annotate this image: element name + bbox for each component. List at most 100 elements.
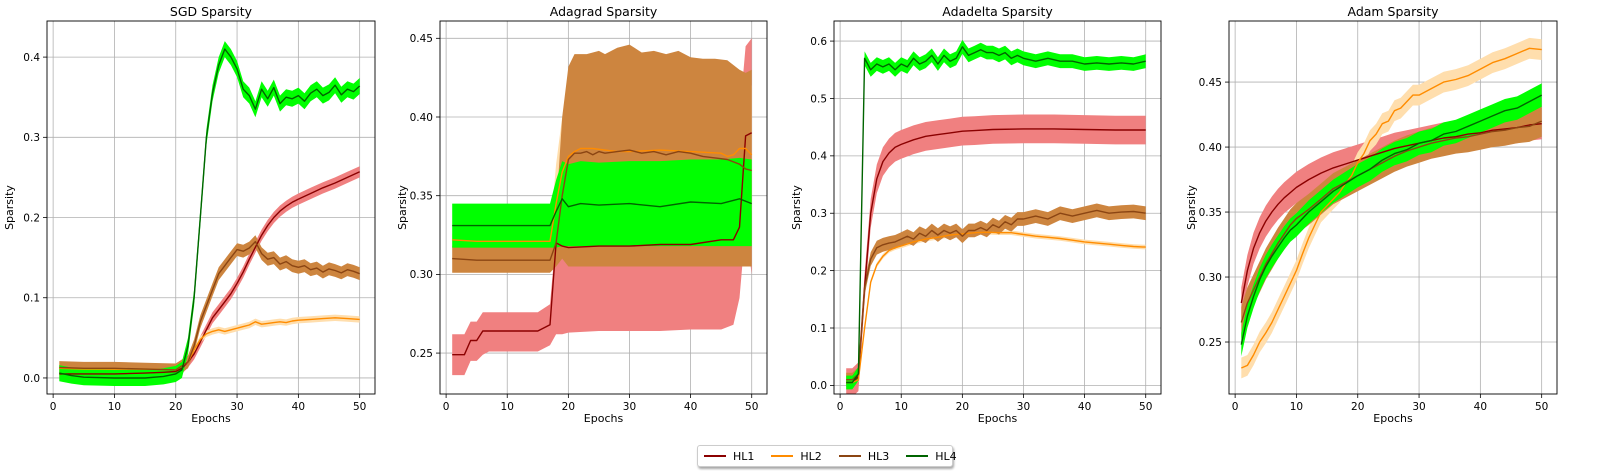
adam-sparsity-ytick-label: 0.30 xyxy=(1199,272,1222,284)
adam-sparsity-line-hl4 xyxy=(1240,94,1543,345)
adagrad-sparsity-xtick-label: 40 xyxy=(684,401,697,413)
legend-item-hl2: HL2 xyxy=(771,449,822,463)
adadelta-sparsity-xlabel: Epochs xyxy=(978,412,1018,425)
adadelta-sparsity-ytick-label: 0.0 xyxy=(810,380,827,392)
adadelta-sparsity-band-hl3 xyxy=(846,203,1146,387)
legend-swatch-hl3 xyxy=(838,455,861,457)
adagrad-sparsity-line-hl2 xyxy=(452,147,753,243)
adam-sparsity-xlabel: Epochs xyxy=(1373,412,1413,425)
sgd-sparsity-frame xyxy=(46,20,376,395)
adam-sparsity-ytick-label: 0.45 xyxy=(1199,77,1222,89)
adadelta-sparsity-line-hl3 xyxy=(846,209,1146,381)
adadelta-sparsity-ytick-label: 0.2 xyxy=(810,265,827,277)
sgd-sparsity-panel: 0 10 20 30 40 50 0.0 0.1 0.2 0.3 0.4 SGD Sparsity Ep… xyxy=(3,4,376,425)
legend-label-hl1: HL1 xyxy=(733,449,755,463)
adadelta-sparsity-ytick-label: 0.1 xyxy=(810,323,827,335)
adadelta-sparsity-ylabel: Sparsity xyxy=(790,185,803,230)
adagrad-sparsity-xtick-label: 30 xyxy=(623,401,636,413)
sgd-sparsity-title: SGD Sparsity xyxy=(170,4,253,19)
sgd-sparsity-xtick-label: 10 xyxy=(108,401,121,413)
legend-item-hl4: HL4 xyxy=(906,449,957,463)
sgd-sparsity-ytick-label: 0.2 xyxy=(23,212,40,224)
adam-sparsity-panel: 0 10 20 30 40 50 0.25 0.30 0.35 0.40 0.45 Adam Spar… xyxy=(1185,4,1558,425)
legend-label-hl4: HL4 xyxy=(935,449,957,463)
adadelta-sparsity-xtick-label: 50 xyxy=(1139,401,1152,413)
legend-swatch-hl2 xyxy=(771,455,794,457)
adam-sparsity-xtick-label: 20 xyxy=(1351,401,1364,413)
sgd-sparsity-xtick-label: 50 xyxy=(353,401,366,413)
adagrad-sparsity-xtick-label: 10 xyxy=(501,401,514,413)
adam-sparsity-ylabel: Sparsity xyxy=(1185,185,1198,230)
adagrad-sparsity-ytick-label: 0.35 xyxy=(410,190,433,202)
adagrad-sparsity-line-hl4 xyxy=(452,198,752,227)
legend-item-hl1: HL1 xyxy=(704,450,754,463)
adadelta-sparsity-band-hl1 xyxy=(846,114,1146,394)
adadelta-sparsity-ytick-label: 0.4 xyxy=(810,151,827,163)
adam-sparsity-xtick-label: 10 xyxy=(1290,401,1303,413)
adadelta-sparsity-panel: 0 10 20 30 40 50 0.0 0.1 0.2 0.3 0.4 0.5 0.6 Adadelta… xyxy=(790,4,1162,425)
adam-sparsity-line-hl2 xyxy=(1241,47,1542,369)
adadelta-sparsity-frame xyxy=(833,20,1162,395)
adam-sparsity-band-hl1 xyxy=(1241,108,1542,319)
sgd-sparsity-ylabel: Sparsity xyxy=(3,185,16,230)
adagrad-sparsity-xtick-label: 50 xyxy=(745,401,758,413)
adagrad-sparsity-title: Adagrad Sparsity xyxy=(550,4,658,19)
adagrad-sparsity-line-hl3 xyxy=(452,149,752,261)
sgd-sparsity-xlabel: Epochs xyxy=(191,412,231,425)
adagrad-sparsity-panel: 0 10 20 30 40 50 0.25 0.30 0.35 0.40 0.45 Adagrad S… xyxy=(396,4,768,425)
adagrad-sparsity-line-hl1 xyxy=(452,132,753,356)
adadelta-sparsity-plot-area xyxy=(846,39,1146,394)
legend: HL1 HL2 HL3 HL4 xyxy=(697,445,957,467)
sgd-sparsity-band-hl1 xyxy=(59,166,360,380)
adagrad-sparsity-xlabel: Epochs xyxy=(584,412,624,425)
sgd-sparsity-xtick-label: 30 xyxy=(230,401,243,413)
adadelta-sparsity-line-hl2 xyxy=(846,231,1146,384)
adam-sparsity-xtick-label: 30 xyxy=(1412,401,1425,413)
adam-sparsity-xtick-label: 0 xyxy=(1232,401,1239,413)
sgd-sparsity-ytick-label: 0.0 xyxy=(23,373,40,385)
sgd-sparsity-xtick-label: 40 xyxy=(292,401,305,413)
adagrad-sparsity-ylabel: Sparsity xyxy=(396,185,409,230)
legend-label-hl2: HL2 xyxy=(800,449,822,463)
legend-swatch-hl1 xyxy=(704,455,726,457)
adagrad-sparsity-xtick-label: 0 xyxy=(443,401,450,413)
adadelta-sparsity-xtick-label: 0 xyxy=(837,401,844,413)
adagrad-sparsity-frame xyxy=(439,20,768,395)
adam-sparsity-line-hl1 xyxy=(1240,123,1542,304)
adagrad-sparsity-xtick-label: 20 xyxy=(562,401,575,413)
adagrad-sparsity-ytick-label: 0.45 xyxy=(410,33,433,45)
adam-sparsity-title: Adam Sparsity xyxy=(1347,4,1439,19)
sgd-sparsity-line-hl3 xyxy=(59,240,360,371)
adadelta-sparsity-xtick-label: 30 xyxy=(1017,401,1030,413)
adadelta-sparsity-ytick-label: 0.5 xyxy=(810,93,827,105)
sgd-sparsity-line-hl1 xyxy=(59,171,360,375)
legend-swatch-hl4 xyxy=(906,455,929,457)
adadelta-sparsity-ytick-label: 0.6 xyxy=(810,36,827,48)
sgd-sparsity-band-hl3 xyxy=(59,235,360,377)
adam-sparsity-xtick-label: 50 xyxy=(1535,401,1548,413)
adadelta-sparsity-ytick-label: 0.3 xyxy=(810,208,827,220)
adam-sparsity-frame xyxy=(1228,20,1558,395)
adam-sparsity-xtick-label: 40 xyxy=(1474,401,1487,413)
sgd-sparsity-ytick-label: 0.3 xyxy=(23,132,40,144)
adam-sparsity-band-hl2 xyxy=(1241,37,1542,379)
adadelta-sparsity-xtick-label: 10 xyxy=(895,401,908,413)
adadelta-sparsity-line-hl4 xyxy=(846,46,1146,384)
sgd-sparsity-xtick-label: 0 xyxy=(50,401,57,413)
adadelta-sparsity-band-hl2 xyxy=(846,229,1146,385)
adagrad-sparsity-band-hl1 xyxy=(452,38,752,376)
adagrad-sparsity-ytick-label: 0.25 xyxy=(410,348,433,360)
adadelta-sparsity-title: Adadelta Sparsity xyxy=(942,4,1053,19)
sgd-sparsity-ytick-label: 0.1 xyxy=(23,293,40,305)
adam-sparsity-plot-area xyxy=(1240,37,1543,379)
adam-sparsity-ytick-label: 0.40 xyxy=(1199,142,1222,154)
adadelta-sparsity-line-hl1 xyxy=(846,128,1146,384)
legend-label-hl3: HL3 xyxy=(867,449,890,463)
adagrad-sparsity-plot-area xyxy=(452,38,753,376)
legend-item-hl3: HL3 xyxy=(838,449,890,463)
sgd-sparsity-ytick-label: 0.4 xyxy=(23,52,40,64)
adam-sparsity-ytick-label: 0.25 xyxy=(1199,337,1222,349)
adadelta-sparsity-xtick-label: 20 xyxy=(956,401,969,413)
adagrad-sparsity-ytick-label: 0.40 xyxy=(410,112,433,124)
